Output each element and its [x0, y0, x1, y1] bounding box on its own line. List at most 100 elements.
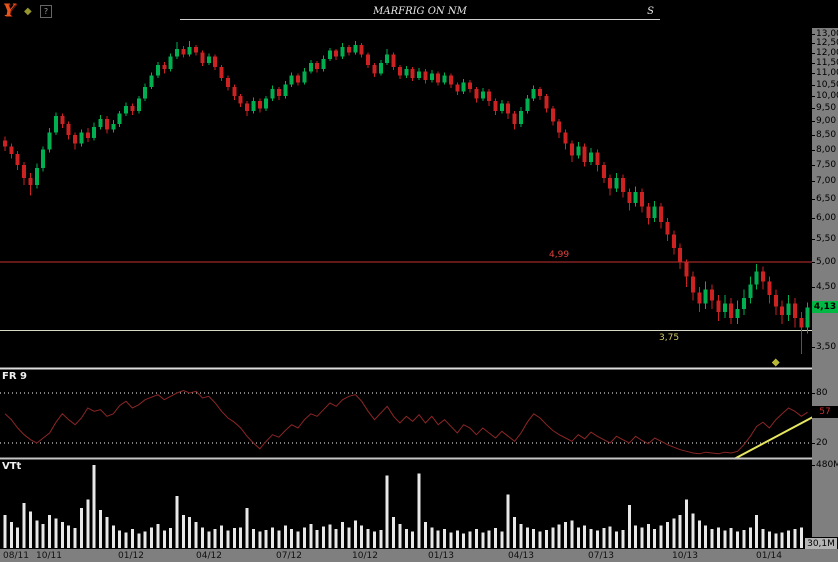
diamond-marker [771, 358, 780, 367]
date-label: 10/11 [36, 551, 62, 561]
volume-bar [207, 531, 211, 548]
candle-body [174, 48, 179, 57]
candle-body [238, 96, 243, 104]
diamond-icon: ◆ [24, 6, 32, 17]
volume-bar [519, 523, 523, 548]
volume-bar [525, 527, 529, 548]
help-icon[interactable]: ? [40, 5, 52, 18]
candle-body [346, 46, 351, 53]
candle-body [315, 62, 320, 70]
candle-body [429, 73, 434, 81]
candle-body [79, 132, 84, 144]
axis-tick-label: 20 [812, 438, 838, 448]
pane-separator[interactable] [0, 457, 812, 460]
candle-body [66, 124, 71, 136]
volume-bar [118, 530, 122, 548]
timeframe-label[interactable]: S [647, 6, 654, 17]
volume-bar [328, 524, 332, 548]
volume-bar [474, 528, 478, 548]
candle-body [544, 96, 549, 109]
volume-bar [73, 528, 77, 548]
candle-body [219, 67, 224, 78]
resistance-line-label: 4,99 [549, 250, 570, 260]
candle-body [678, 247, 683, 262]
volume-bar [506, 494, 510, 548]
candle-body [633, 191, 638, 203]
candle-body [735, 309, 740, 319]
axis-tick-label: 10,50 [812, 80, 838, 90]
candle-body [225, 77, 230, 87]
price-axis[interactable]: 13,0012,5012,0011,5011,00 10,5010,00 9,50 9… [812, 28, 838, 562]
volume-bar [290, 528, 294, 548]
volume-bar [398, 523, 402, 548]
candle-body [130, 105, 135, 112]
axis-tick-label: 9,50 [812, 103, 838, 113]
volume-bar [513, 516, 517, 548]
volume-bar [277, 530, 281, 548]
volume-bar [379, 529, 383, 548]
header-bar: Y ◆ ? MARFRIG ON NM S [0, 0, 838, 28]
volume-bar [672, 518, 676, 548]
price-chart-canvas[interactable] [0, 28, 812, 549]
volume-bar [417, 473, 421, 548]
axis-tick-label: 13,00 [812, 29, 838, 39]
candle-body [792, 303, 797, 319]
volume-bar [9, 522, 13, 548]
volume-bar [723, 530, 727, 548]
volume-bar [436, 530, 440, 548]
candle-body [754, 271, 759, 285]
volume-bar [538, 531, 542, 548]
indicator-trendline[interactable] [733, 416, 812, 460]
candle-body [9, 146, 14, 155]
candle-body [620, 178, 625, 192]
volume-bar [411, 531, 415, 548]
candle-body [741, 297, 746, 310]
candle-body [468, 82, 473, 90]
date-label: 10/13 [672, 551, 698, 561]
candle-body [448, 75, 453, 85]
volume-bar [366, 528, 370, 548]
date-axis[interactable]: 08/11 10/11 01/12 04/12 07/12 10/12 01/13 04/13… [0, 549, 838, 562]
candle-body [569, 143, 574, 156]
candle-body [525, 98, 530, 112]
axis-tick-label: 480M [812, 460, 838, 470]
volume-bar [232, 528, 236, 548]
candle-body [582, 146, 587, 162]
volume-bar [334, 528, 338, 548]
volume-bar [653, 528, 657, 548]
candle-body [200, 52, 205, 63]
volume-bar [226, 530, 230, 548]
candle-body [614, 178, 619, 189]
axis-tick-label: 6,50 [812, 194, 838, 204]
candle-body [512, 113, 517, 125]
axis-tick-label: 11,50 [812, 58, 838, 68]
candle-body [608, 178, 613, 189]
candle-body [257, 101, 262, 109]
volume-bar [16, 527, 20, 548]
candle-body [327, 50, 332, 59]
candle-body [563, 132, 568, 144]
candle-body [640, 191, 644, 207]
volume-bar [251, 528, 255, 548]
volume-bar [54, 518, 58, 548]
candle-body [436, 73, 441, 83]
volume-bar [200, 527, 204, 548]
volume-bar [780, 532, 784, 548]
candle-body [34, 168, 39, 185]
pane-separator[interactable] [0, 367, 812, 370]
indicator-value-box: 57 [812, 406, 838, 418]
volume-bar [564, 522, 568, 548]
volume-bar [347, 527, 351, 548]
candle-body [716, 300, 721, 313]
volume-bar [704, 525, 708, 548]
candle-body [194, 46, 199, 53]
volume-bar [576, 527, 580, 548]
candle-body [557, 121, 562, 133]
volume-bar [716, 527, 720, 548]
candle-body [474, 89, 479, 99]
last-price-box: 4,13 [812, 301, 838, 313]
volume-bar [35, 520, 39, 548]
volume-bar [443, 528, 447, 548]
candle-body [703, 289, 708, 304]
volume-bar [729, 528, 733, 548]
